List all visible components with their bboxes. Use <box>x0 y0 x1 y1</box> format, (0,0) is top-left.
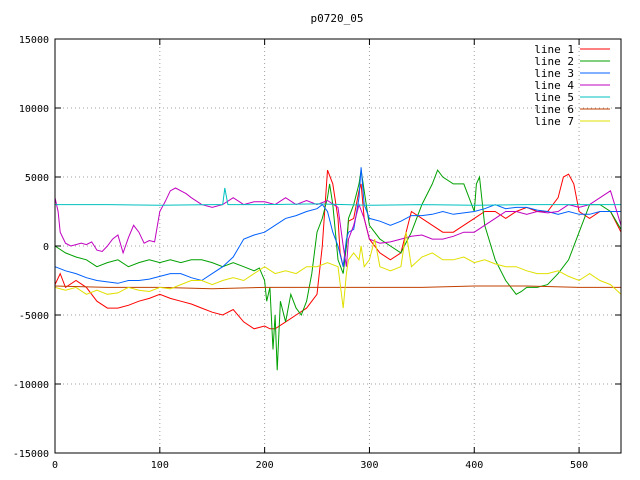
x-tick-label: 500 <box>570 460 588 471</box>
legend-label: line 1 <box>534 43 574 56</box>
x-tick-label: 200 <box>256 460 274 471</box>
y-tick-label: -15000 <box>13 449 49 460</box>
series-line-7 <box>54 232 622 309</box>
grid <box>55 39 621 453</box>
y-tick-label: -10000 <box>13 380 49 391</box>
series-line-3 <box>54 167 621 284</box>
series-lines <box>54 167 622 371</box>
legend-label: line 2 <box>534 55 574 68</box>
series-line-2 <box>54 169 622 371</box>
series-line-5 <box>55 187 621 206</box>
legend-label: line 3 <box>534 67 574 80</box>
x-tick-label: 400 <box>465 460 483 471</box>
y-tick-label: 5000 <box>25 173 49 184</box>
series-line-6 <box>54 285 621 290</box>
y-tick-label: 15000 <box>19 35 49 46</box>
x-tick-label: 300 <box>360 460 378 471</box>
legend-label: line 6 <box>534 103 574 116</box>
legend-label: line 5 <box>534 91 574 104</box>
x-tick-label: 100 <box>151 460 169 471</box>
y-tick-label: -5000 <box>19 311 49 322</box>
x-tick-label: 0 <box>52 460 58 471</box>
y-tick-label: 10000 <box>19 104 49 115</box>
legend-label: line 4 <box>534 79 574 92</box>
axis-ticks: 0 100 200 300 400 500 -15000 -10000 -5000 0 5000 10… <box>13 35 621 471</box>
legend-label: line 7 <box>534 115 574 128</box>
chart-title: p0720_05 <box>311 12 364 25</box>
series-line-4 <box>54 187 622 267</box>
y-tick-label: 0 <box>43 242 49 253</box>
series-line-1 <box>54 169 622 330</box>
